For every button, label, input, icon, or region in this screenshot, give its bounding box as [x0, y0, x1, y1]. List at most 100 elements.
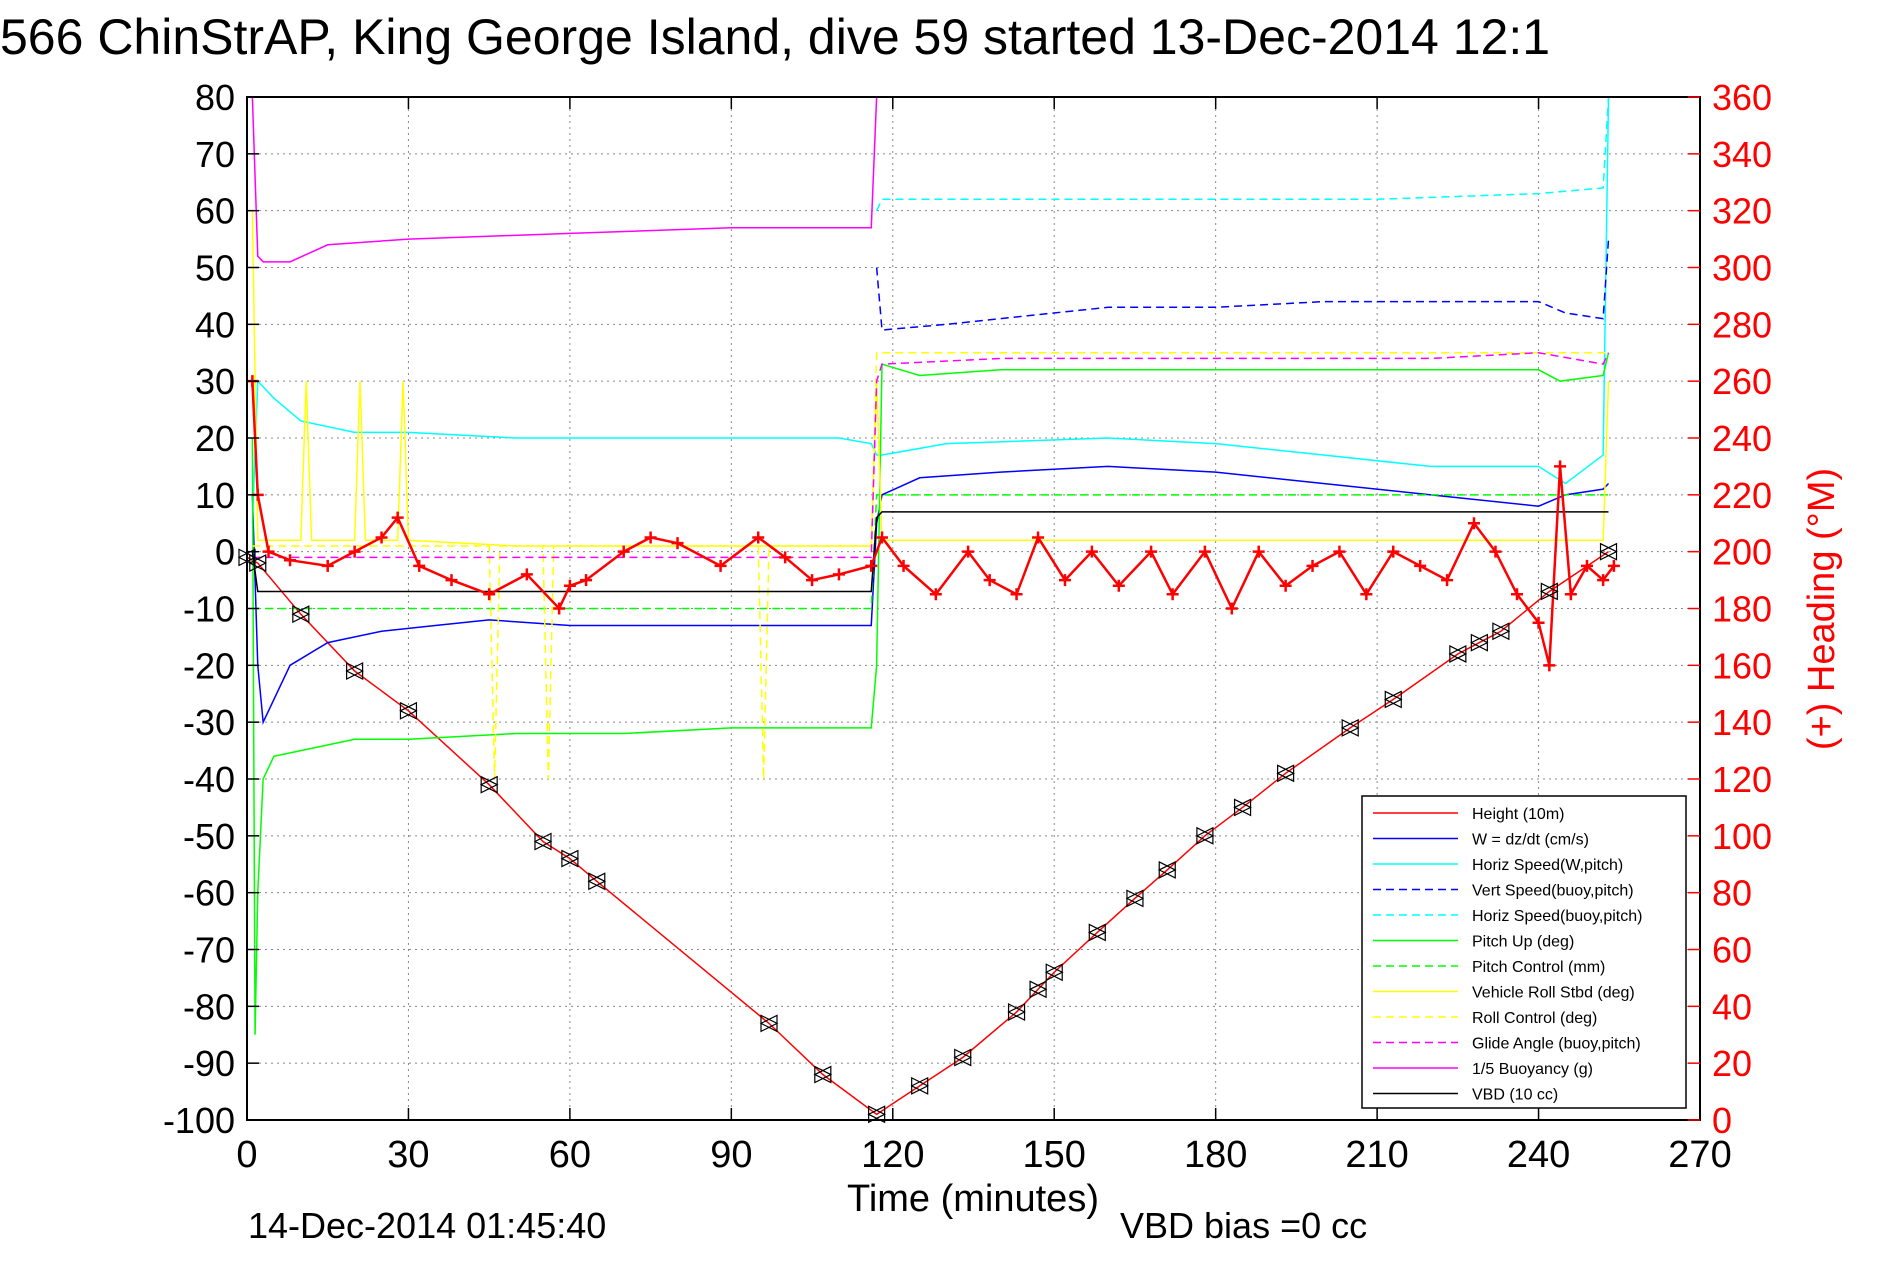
y2-tick-label: 300 [1712, 248, 1772, 289]
legend-label: Height (10m) [1472, 806, 1564, 823]
x-tick-label: 0 [236, 1134, 257, 1176]
height-marker [910, 1076, 930, 1095]
height-marker [479, 775, 499, 794]
height-marker [1044, 963, 1064, 982]
series-0-line [246, 551, 1609, 1116]
legend-box [1361, 795, 1687, 1109]
y-tick-label: 30 [195, 361, 235, 402]
legend-label: 1/5 Buoyancy (g) [1472, 1061, 1593, 1078]
x-tick-label: 210 [1345, 1134, 1408, 1176]
y-tick-label: 80 [195, 77, 235, 118]
y2-tick-label: 340 [1712, 134, 1772, 175]
height-marker [560, 849, 580, 868]
y2-tick-label: 320 [1712, 191, 1772, 232]
y2-tick-label: 220 [1712, 475, 1772, 516]
legend: Height (10m) W = dz/dt (cm/s) Horiz Speed(… [1361, 795, 1687, 1109]
y-tick-label: -60 [183, 873, 235, 914]
x-tick-label: 90 [710, 1134, 752, 1176]
x-tick-label: 180 [1184, 1134, 1247, 1176]
y2-tick-label: 120 [1712, 759, 1772, 800]
footer-date: 14-Dec-2014 01:45:40 [248, 1205, 606, 1246]
x-tick-label: 30 [387, 1134, 429, 1176]
y-tick-label: 50 [195, 248, 235, 289]
series-9-line [252, 351, 1610, 559]
grid [247, 97, 1700, 1120]
y-tick-label: -80 [183, 986, 235, 1027]
y-tick-label: -100 [163, 1100, 235, 1141]
height-marker [759, 1014, 779, 1033]
height-marker [533, 832, 553, 851]
tick-marks [246, 96, 1701, 1121]
y-tick-label: -50 [183, 816, 235, 857]
y-tick-label: 20 [195, 418, 235, 459]
height-marker [1491, 622, 1511, 641]
series-1-line [251, 465, 1610, 725]
legend-label: Pitch Control (mm) [1472, 959, 1605, 976]
height-marker [1087, 923, 1107, 942]
y-tick-label: 10 [195, 475, 235, 516]
height-marker [1157, 860, 1177, 879]
height-marker [1383, 690, 1403, 709]
legend-label: Horiz Speed(W,pitch) [1472, 857, 1623, 874]
legend-label: Horiz Speed(buoy,pitch) [1472, 908, 1642, 925]
height-marker [1276, 764, 1295, 783]
y2-tick-label: 40 [1712, 986, 1752, 1027]
y2-tick-label: 80 [1712, 873, 1752, 914]
height-marker [1539, 582, 1559, 601]
series-3-line [875, 239, 1610, 331]
height-marker [953, 1048, 973, 1067]
legend-label: Pitch Up (deg) [1472, 934, 1574, 951]
y-tick-label: -30 [183, 702, 235, 743]
legend-label: W = dz/dt (cm/s) [1472, 832, 1589, 849]
right-axis-label: (+) Heading (°M) [1801, 468, 1843, 750]
y-tick-label: -40 [183, 759, 235, 800]
y-tick-label: -10 [183, 589, 235, 630]
legend-label: Glide Angle (buoy,pitch) [1472, 1036, 1641, 1053]
y-tick-label: -70 [183, 930, 235, 971]
heading-point [1607, 559, 1620, 572]
heading-line [251, 381, 1615, 666]
height-marker [1599, 542, 1618, 561]
height-marker [1470, 633, 1489, 652]
height-marker [1125, 889, 1145, 908]
series-11-line [251, 511, 1609, 593]
height-marker [1195, 826, 1215, 845]
y2-tick-label: 140 [1712, 702, 1772, 743]
x-axis-label: Time (minutes) [847, 1178, 1099, 1220]
y2-tick-label: 200 [1712, 532, 1772, 573]
height-marker [867, 1105, 886, 1124]
legend-label: Vehicle Roll Stbd (deg) [1472, 985, 1635, 1002]
height-marker [813, 1065, 833, 1084]
y2-tick-label: 280 [1712, 304, 1772, 345]
height-marker [1028, 980, 1048, 999]
series-8-line [252, 352, 1609, 780]
y-tick-label: 40 [195, 304, 235, 345]
y2-tick-label: 160 [1712, 645, 1772, 686]
y2-tick-label: 360 [1712, 77, 1772, 118]
height-marker [1448, 644, 1468, 663]
x-tick-label: 120 [861, 1134, 924, 1176]
x-tick-label: 150 [1023, 1134, 1086, 1176]
series-5-line [251, 352, 1610, 1035]
y-tick-label: 60 [195, 191, 235, 232]
y2-tick-label: 0 [1712, 1100, 1732, 1141]
y2-tick-label: 60 [1712, 930, 1752, 971]
series-6-line [252, 494, 1609, 610]
x-tick-label: 240 [1507, 1134, 1570, 1176]
y-tick-label: 70 [195, 134, 235, 175]
x-tick-label: 60 [549, 1134, 591, 1176]
y2-tick-label: 100 [1712, 816, 1772, 857]
y2-tick-label: 20 [1712, 1043, 1752, 1084]
y2-tick-label: 240 [1712, 418, 1772, 459]
y2-tick-label: 260 [1712, 361, 1772, 402]
legend-label: Roll Control (deg) [1472, 1010, 1597, 1027]
tick-labels: 0 30 60 90 120 150 180 210 240 270 80 70 60 50 40 30 20 1… [163, 77, 1772, 1176]
height-marker [587, 872, 607, 891]
footer-vbd-bias: VBD bias =0 cc [1120, 1205, 1367, 1246]
height-marker [1007, 1003, 1026, 1021]
height-marker [1233, 798, 1252, 817]
y-tick-label: 0 [215, 532, 235, 573]
height-marker [291, 605, 311, 624]
legend-label: Vert Speed(buoy,pitch) [1472, 883, 1634, 900]
